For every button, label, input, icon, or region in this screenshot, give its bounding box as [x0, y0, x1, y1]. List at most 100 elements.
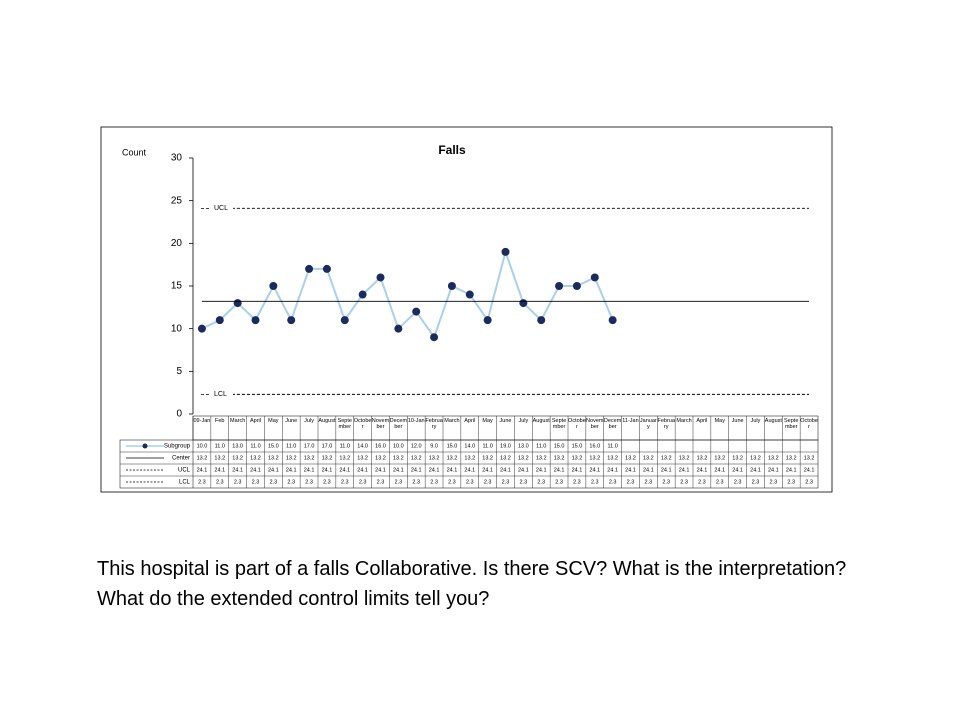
- annotation-bg: [199, 389, 233, 400]
- table-value: 2.3: [805, 479, 813, 485]
- category-cell: July: [304, 418, 314, 424]
- table-value: 24.1: [268, 467, 279, 473]
- table-value: 13.2: [786, 455, 797, 461]
- category-cell: May: [715, 418, 725, 424]
- table-value: 24.1: [429, 467, 440, 473]
- table-value: 10.0: [393, 443, 404, 449]
- x-tick-label: September: [784, 418, 799, 430]
- category-cell: July: [751, 418, 761, 424]
- table-value: 24.1: [625, 467, 636, 473]
- x-tick-label: January: [639, 418, 657, 430]
- table-value: 13.2: [768, 455, 779, 461]
- table-value: 11.0: [215, 443, 225, 449]
- x-tick-label: May: [268, 418, 279, 424]
- table-value: 24.1: [447, 467, 458, 473]
- table-value: 17.0: [304, 443, 315, 449]
- category-cell: February: [425, 418, 442, 430]
- table-value: 12.0: [411, 443, 422, 449]
- data-point: [322, 264, 331, 273]
- table-value: 15.0: [268, 443, 279, 449]
- table-value: 24.1: [197, 467, 208, 473]
- table-value: 15.0: [447, 443, 458, 449]
- table-value: 14.0: [464, 443, 475, 449]
- table-value: 2.3: [198, 479, 206, 485]
- table-value: 2.3: [716, 479, 724, 485]
- y-tick-label: 15: [171, 281, 183, 292]
- category-cell: September: [784, 418, 799, 430]
- table-value: 13.2: [429, 455, 440, 461]
- table-value: 24.1: [375, 467, 386, 473]
- table-value: 13.2: [393, 455, 404, 461]
- x-tick-label: June: [731, 418, 744, 424]
- category-cell: October: [800, 418, 818, 430]
- x-tick-label: June: [499, 418, 512, 424]
- data-point: [483, 316, 492, 325]
- legend-label: LCL: [179, 480, 191, 486]
- table-value: 13.2: [732, 455, 743, 461]
- table-value: 24.1: [750, 467, 761, 473]
- table-value: 13.2: [625, 455, 636, 461]
- table-value: 13.2: [214, 455, 225, 461]
- table-value: 2.3: [234, 479, 242, 485]
- legend-label: Center: [172, 456, 190, 462]
- category-cell: April: [250, 418, 261, 424]
- table-value: 24.1: [482, 467, 493, 473]
- table-value: 13.2: [804, 455, 815, 461]
- legend-marker: [142, 443, 148, 449]
- table-value: 24.1: [697, 467, 708, 473]
- y-tick-label: 10: [171, 323, 183, 334]
- category-cell: 10-Jan: [408, 418, 425, 424]
- category-cell: March: [676, 418, 691, 424]
- legend-label: Subgroup: [164, 444, 191, 450]
- table-value: 13.2: [482, 455, 493, 461]
- category-cell: Feb: [215, 418, 224, 424]
- table-value: 24.1: [357, 467, 368, 473]
- x-tick-label: October: [353, 418, 372, 430]
- x-tick-label: August: [764, 418, 782, 424]
- table-value: 2.3: [287, 479, 295, 485]
- table-value: 24.1: [643, 467, 654, 473]
- data-point: [590, 273, 599, 282]
- table-value: 24.1: [732, 467, 743, 473]
- table-value: 11.0: [607, 443, 617, 449]
- category-cell: March: [230, 418, 245, 424]
- category-cell: October: [353, 418, 372, 430]
- x-tick-label: April: [696, 418, 708, 424]
- table-value: 17.0: [322, 443, 333, 449]
- y-tick-label: 25: [171, 195, 183, 206]
- data-point: [447, 282, 456, 290]
- category-cell: February: [657, 418, 675, 430]
- x-tick-label: 09-Jan: [193, 418, 211, 424]
- table-value: 16.0: [589, 443, 600, 449]
- x-tick-label: March: [444, 418, 460, 424]
- data-point: [572, 282, 581, 290]
- category-cell: December: [604, 418, 621, 430]
- table-value: 13.2: [411, 455, 422, 461]
- annotation: UCL: [214, 205, 228, 212]
- table-value: 2.3: [341, 479, 349, 485]
- table-value: 13.2: [661, 455, 672, 461]
- table-value: 24.1: [304, 467, 315, 473]
- table-value: 2.3: [734, 479, 742, 485]
- table-value: 15.0: [554, 443, 565, 449]
- table-value: 2.3: [323, 479, 331, 485]
- data-point: [412, 307, 421, 316]
- table-value: 2.3: [770, 479, 778, 485]
- table-value: 14.0: [357, 443, 368, 449]
- table-value: 13.2: [286, 455, 297, 461]
- x-tick-label: July: [304, 418, 314, 424]
- category-cell: August: [764, 418, 782, 424]
- table-value: 16.0: [375, 443, 386, 449]
- table-value: 24.1: [250, 467, 261, 473]
- category-cell: September: [338, 418, 352, 430]
- table-value: 24.1: [804, 467, 815, 473]
- table-value: 24.1: [322, 467, 333, 473]
- legend-label: UCL: [178, 468, 191, 474]
- table-value: 13.2: [554, 455, 565, 461]
- table-value: 2.3: [680, 479, 688, 485]
- table-value: 13.2: [375, 455, 386, 461]
- table-value: 2.3: [412, 479, 420, 485]
- x-tick-label: February: [657, 418, 675, 430]
- category-cell: November: [586, 418, 603, 430]
- x-tick-label: April: [464, 418, 476, 424]
